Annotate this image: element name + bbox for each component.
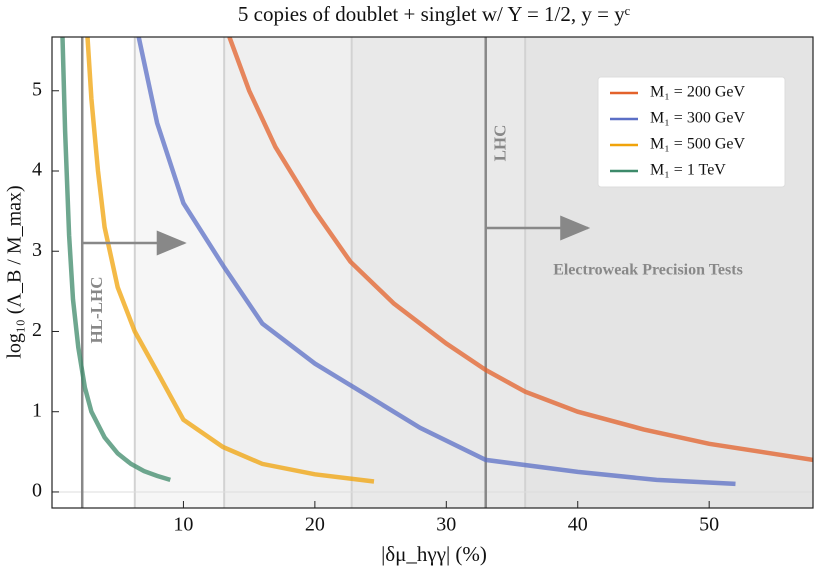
y-tick-label: 5 bbox=[32, 78, 42, 100]
series-line bbox=[136, 37, 736, 487]
series-line bbox=[85, 37, 375, 484]
legend-label: M₁ = 300 GeV bbox=[650, 110, 745, 127]
x-axis-label: |δμ_hγγ| (%) bbox=[381, 542, 487, 566]
y-tick-label: 2 bbox=[32, 319, 42, 341]
x-tick-label: 20 bbox=[305, 514, 325, 536]
series-line bbox=[60, 37, 171, 483]
limit-label: HL-LHC bbox=[87, 276, 106, 343]
chart-title: 5 copies of doublet + singlet w/ Y = 1/2… bbox=[238, 2, 631, 26]
legend-label: M₁ = 1 TeV bbox=[650, 162, 726, 179]
legend-label: M₁ = 500 GeV bbox=[650, 136, 745, 153]
legend-box bbox=[597, 76, 786, 188]
x-tick-label: 30 bbox=[436, 514, 456, 536]
limit-label: LHC bbox=[491, 125, 510, 162]
x-tick-label: 50 bbox=[699, 514, 719, 536]
x-tick-label: 10 bbox=[173, 514, 193, 536]
x-tick-label: 40 bbox=[568, 514, 588, 536]
y-tick-label: 3 bbox=[32, 239, 42, 261]
annotation: Electroweak Precision Tests bbox=[553, 262, 743, 279]
y-tick-label: 1 bbox=[32, 399, 42, 421]
overlay: 10 20 30 40 50 0 1 2 3 4 5 HL-LHC LHC Electroweak Pre… bbox=[32, 76, 786, 536]
legend-label: M₁ = 200 GeV bbox=[650, 84, 745, 101]
series-line bbox=[227, 37, 813, 463]
plot-frame bbox=[51, 36, 814, 509]
y-axis-label: log₁₀ (Λ_B / M_max) bbox=[4, 185, 26, 358]
y-tick-label: 4 bbox=[32, 159, 42, 181]
y-tick-label: 0 bbox=[32, 480, 42, 502]
